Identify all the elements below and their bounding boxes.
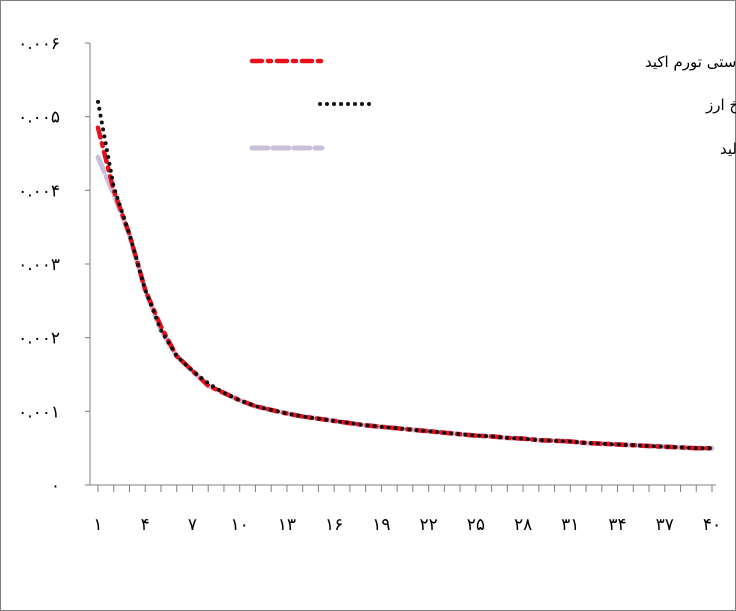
- series-line-2: [98, 102, 712, 448]
- y-tick-label: ۰.۰۰۴: [18, 181, 60, 201]
- x-tick-label: ۲۸: [514, 515, 532, 535]
- y-tick-label: ۰.۰۰۶: [18, 34, 60, 54]
- y-tick-label: ۰.۰۰۲: [18, 329, 60, 349]
- y-tick-label: ۰.۰۰۳: [18, 255, 60, 275]
- x-tick-label: ۱۶: [325, 515, 343, 535]
- legend-label-1: حساب جاری–قاعده سیاستی تورم اکید: [645, 53, 736, 71]
- legend: حساب جاری–قاعده سیاستی تورم اکید حساب جار…: [252, 53, 736, 158]
- x-tick-label: ۲۵: [467, 515, 485, 535]
- x-tick-label: ۱۹: [372, 515, 390, 535]
- x-tick-label: ۲۲: [419, 515, 437, 535]
- legend-label-2: حساب جاری–قاعده سیاستی تورم و نرخ ارز: [705, 96, 736, 114]
- x-tick-label: ۱۰: [231, 515, 249, 535]
- series-line-1: [98, 128, 712, 449]
- x-tick-label: ۷: [188, 515, 197, 535]
- x-tick-label: ۳۴: [608, 515, 626, 535]
- x-tick-label: ۱: [93, 515, 102, 535]
- series-line-3: [98, 157, 712, 448]
- axes: ۰ ۰.۰۰۱ ۰.۰۰۲ ۰.۰۰۳ ۰.۰۰۴ ۰.۰۰۵ ۰.۰۰۶ ۱ ۴ ۷ ۱۰ ۱۳ ۱۶…: [18, 34, 721, 535]
- x-tick-label: ۴: [141, 515, 150, 535]
- legend-label-3: حساب جاری–قاعده سیاستی تورم و شکاف تولید: [720, 140, 736, 158]
- series-layer: [98, 102, 712, 448]
- x-tick-label: ۴۰: [703, 515, 721, 535]
- x-tick-label: ۱۳: [278, 515, 296, 535]
- y-tick-label: ۰.۰۰۵: [18, 108, 60, 128]
- y-tick-label: ۰: [51, 476, 60, 496]
- x-tick-label: ۳۱: [561, 515, 579, 535]
- x-tick-label: ۳۷: [656, 515, 674, 535]
- y-tick-label: ۰.۰۰۱: [18, 402, 60, 422]
